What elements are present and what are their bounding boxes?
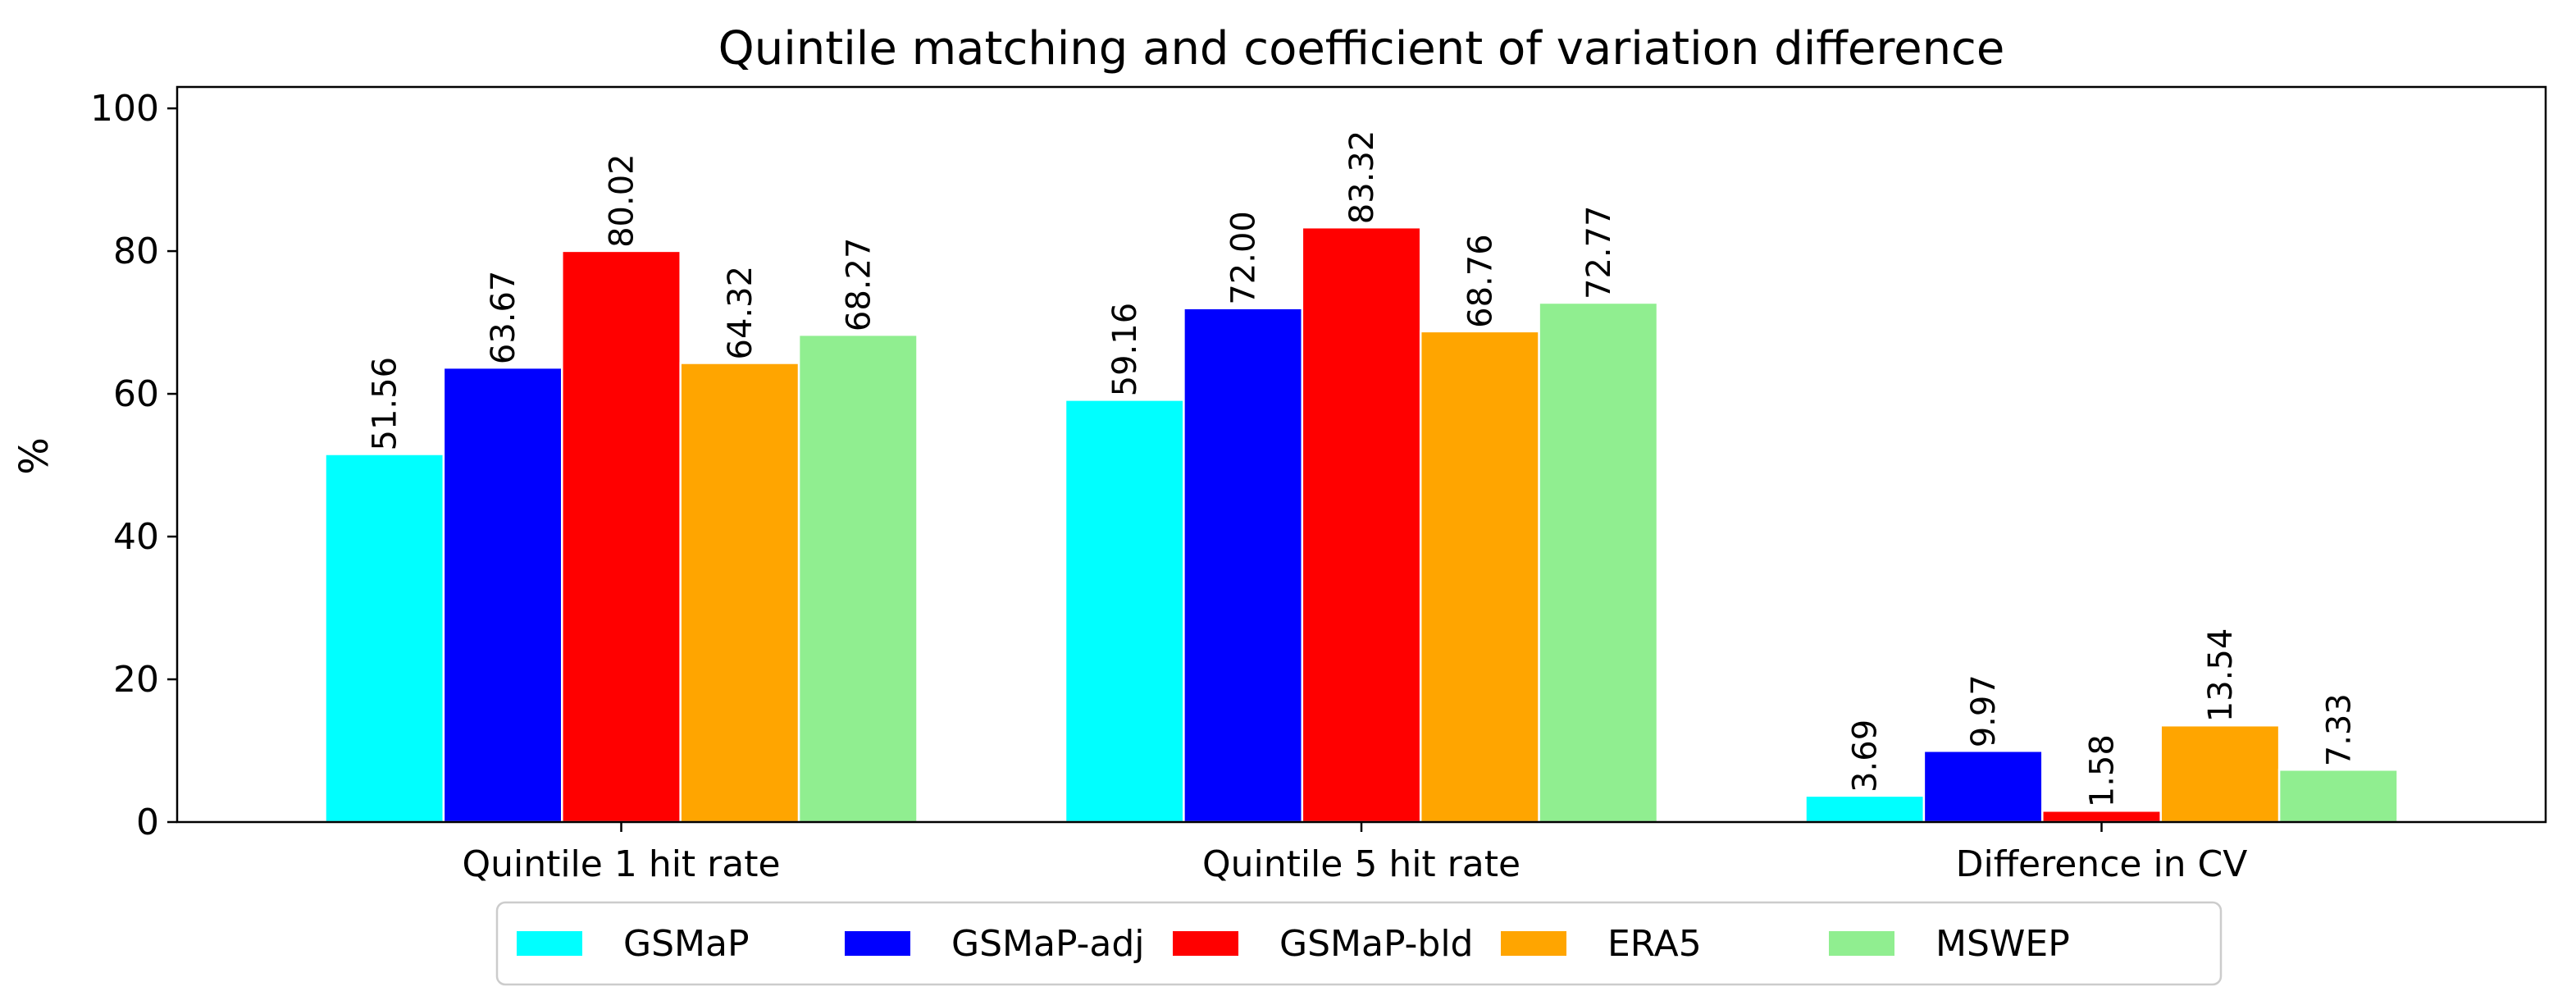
bar-gsmap-adj-0 (442, 366, 563, 824)
data-label: 72.77 (1580, 205, 1618, 299)
bar-era5-2 (2159, 724, 2281, 824)
legend-swatch (845, 931, 910, 956)
data-label: 51.56 (367, 357, 404, 451)
x-axis-ticks: Quintile 1 hit rate Quintile 5 hit rate Di… (462, 822, 2247, 885)
legend: GSMaP GSMaP-adj GSMaP-bld ERA5 MSWEP (495, 901, 2223, 986)
data-label: 68.27 (840, 238, 878, 332)
bar-gsmap-2 (1804, 794, 1926, 824)
data-label: 63.67 (485, 271, 522, 365)
data-label: 80.02 (604, 153, 641, 248)
x-tick-label: Quintile 1 hit rate (462, 843, 780, 885)
y-axis-ticks: 0 20 40 60 80 100 (90, 88, 177, 843)
data-label: 1.58 (2084, 734, 2122, 807)
data-label: 3.69 (1847, 719, 1885, 793)
bar-mswep-0 (797, 333, 919, 824)
bar-gsmap-1 (1064, 399, 1185, 824)
bar-gsmap-bld-1 (1301, 226, 1422, 824)
data-label: 59.16 (1106, 303, 1144, 397)
y-tick-label: 0 (136, 802, 159, 843)
bar-gsmap-adj-1 (1183, 307, 1304, 824)
legend-swatch (517, 931, 582, 956)
data-label: 13.54 (2202, 628, 2240, 723)
data-label: 68.76 (1461, 234, 1499, 328)
legend-label: GSMaP-adj (951, 923, 1145, 965)
bar-era5-1 (1419, 330, 1540, 824)
data-labels-layer: 51.56 63.67 80.02 64.32 68.27 59.16 72.00 83.32… (367, 130, 2359, 808)
x-tick-label: Quintile 5 hit rate (1202, 843, 1521, 885)
y-tick-label: 80 (113, 231, 159, 272)
bar-gsmap-bld-2 (2041, 810, 2162, 824)
data-label: 64.32 (722, 266, 759, 360)
data-label: 72.00 (1225, 211, 1263, 305)
bar-mswep-2 (2277, 768, 2399, 824)
data-label: 9.97 (1965, 674, 2003, 747)
data-label: 7.33 (2320, 693, 2358, 766)
legend-swatch (1501, 931, 1566, 956)
legend-label: ERA5 (1607, 923, 1702, 965)
y-tick-label: 20 (113, 659, 159, 701)
plot-area-frame (176, 85, 2547, 824)
data-label: 83.32 (1343, 130, 1381, 225)
y-tick-label: 100 (90, 88, 159, 130)
bar-gsmap-0 (324, 453, 445, 824)
legend-label: GSMaP (623, 923, 749, 965)
chart-title: Quintile matching and coefficient of var… (718, 22, 2005, 75)
y-tick-label: 40 (113, 516, 159, 558)
y-axis-label: % (11, 437, 57, 475)
legend-swatch (1173, 931, 1238, 956)
legend-label: MSWEP (1935, 923, 2070, 965)
bar-gsmap-bld-0 (561, 249, 682, 824)
legend-swatch (1829, 931, 1894, 956)
bar-gsmap-adj-2 (1922, 750, 2044, 824)
y-tick-label: 60 (113, 373, 159, 415)
legend-label: GSMaP-bld (1279, 923, 1473, 965)
legend-frame (495, 901, 2223, 986)
x-tick-label: Difference in CV (1956, 843, 2248, 885)
bars-layer (324, 226, 2399, 824)
bar-mswep-1 (1538, 301, 1659, 824)
bar-era5-0 (679, 362, 800, 824)
